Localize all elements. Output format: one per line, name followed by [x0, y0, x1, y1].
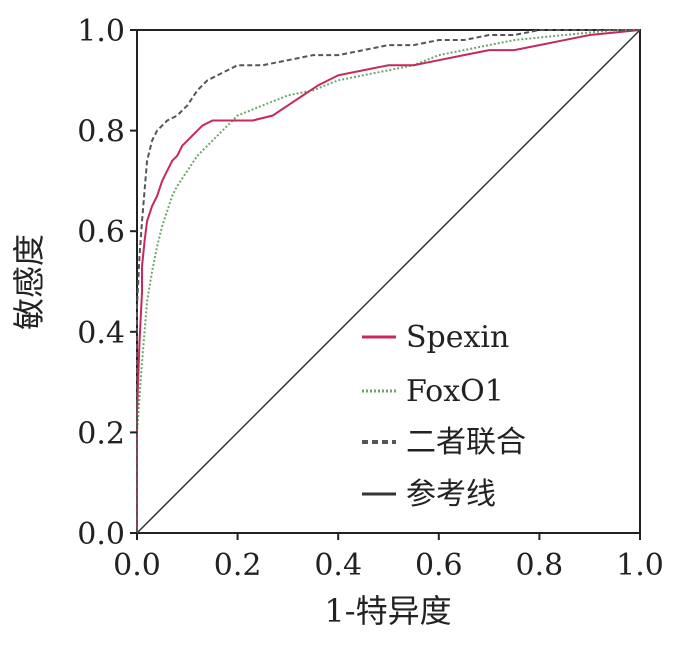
y-tick-label: 0.8	[77, 115, 125, 150]
x-tick-label: 0.8	[516, 548, 564, 583]
x-tick-label: 0.0	[113, 548, 161, 583]
y-tick-label: 0.2	[77, 416, 125, 451]
y-tick-label: 0.6	[77, 215, 125, 250]
ticks-layer: 0.0 0.2 0.4 0.6 0.8 1.0 0.0 0.2 0.4 0.6 0.8 1.0	[77, 14, 664, 583]
series-layer	[136, 29, 641, 534]
legend-label-foxo1: FoxO1	[406, 374, 504, 409]
legend-label-spexin: Spexin	[406, 320, 509, 355]
series-line-0	[136, 29, 641, 533]
series-line-2	[136, 29, 640, 533]
y-tick-label: 1.0	[77, 14, 125, 49]
y-tick-label: 0.0	[77, 517, 125, 552]
x-tick-label: 1.0	[616, 548, 664, 583]
plot-area-frame	[136, 29, 641, 534]
x-tick-label: 0.4	[314, 548, 362, 583]
x-tick-label: 0.6	[415, 548, 463, 583]
y-axis-title: 敏感度	[10, 234, 48, 330]
legend-label-reference: 参考线	[406, 477, 496, 512]
legend-label-combined: 二者联合	[406, 425, 526, 460]
series-line-3	[136, 29, 641, 534]
x-tick-label: 0.2	[214, 548, 262, 583]
x-axis-title: 1-特异度	[324, 592, 451, 630]
y-tick-label: 0.4	[77, 316, 125, 351]
legend: Spexin FoxO1 二者联合 参考线	[362, 320, 526, 512]
